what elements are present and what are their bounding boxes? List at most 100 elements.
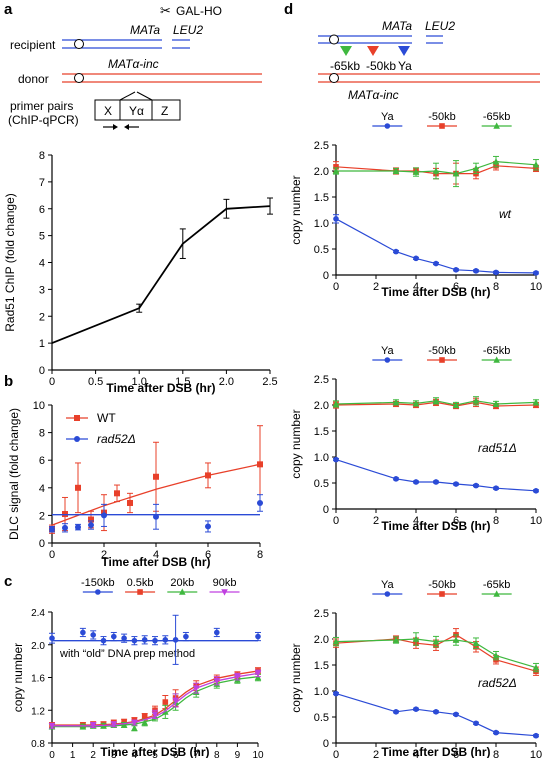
primer-label-1: primer pairs <box>10 99 73 113</box>
data-point-d1 <box>473 268 479 274</box>
legend-label-c: 0.5kb <box>127 577 154 589</box>
legend-label-d3: Ya <box>381 579 395 591</box>
marker-ya <box>398 46 410 56</box>
schematic-a: a recipient donor primer pairs (ChIP-qPC… <box>4 1 262 130</box>
centromere-recipient <box>74 39 84 49</box>
x-tick-label-a: 1.5 <box>175 376 190 388</box>
y-axis-label-d1: copy number <box>289 175 303 244</box>
legend-label-d3: -65kb <box>483 579 511 591</box>
primer-reverse-arrowhead <box>124 124 129 130</box>
x-tick-label-d2: 10 <box>530 515 542 527</box>
data-point-c <box>254 670 262 678</box>
legend-marker-c <box>178 588 186 595</box>
y-tick-label-b: 2 <box>39 510 45 522</box>
x-tick-label-b: 0 <box>49 549 55 561</box>
x-tick-label-c: 1 <box>70 750 76 758</box>
y-tick-label-a: 7 <box>39 177 45 189</box>
y-tick-label-d2: 2.5 <box>314 374 329 386</box>
x-tick-label-d1: 2 <box>373 281 379 293</box>
x-tick-label-d1: 4 <box>413 281 419 293</box>
pos-65kb-label: -65kb <box>330 59 360 73</box>
x-axis-label-b: Time after DSB (hr) <box>101 555 210 569</box>
y-tick-label-a: 1 <box>39 338 45 350</box>
data-point-b <box>205 472 211 479</box>
data-point-d2 <box>413 479 419 485</box>
primer-forward-arrowhead <box>113 124 118 130</box>
y-tick-label-d2: 0 <box>323 504 329 516</box>
y-tick-label-a: 2 <box>39 311 45 323</box>
data-point-d1 <box>333 164 339 170</box>
legend-marker-d3 <box>439 591 445 597</box>
y-axis-label-d3: copy number <box>289 643 303 712</box>
data-point-c <box>90 632 96 638</box>
data-point-d2 <box>433 479 439 485</box>
legend-marker-d1 <box>384 123 391 129</box>
data-point-d2 <box>393 476 399 482</box>
legend-marker-b <box>74 436 80 442</box>
x-tick-label-c: 2 <box>90 750 96 758</box>
y-tick-label-a: 3 <box>39 284 45 296</box>
data-point-d2 <box>392 398 400 406</box>
box-ya: Yα <box>129 104 144 118</box>
data-point-c <box>141 718 148 726</box>
data-point-d1 <box>492 158 500 165</box>
y-tick-label-d3: 1.0 <box>314 686 329 698</box>
x-tick-label-d1: 6 <box>453 281 459 293</box>
x-axis-label-a: Time after DSB (hr) <box>106 381 215 395</box>
data-point-d3 <box>392 636 400 643</box>
data-point-d2 <box>493 485 499 492</box>
x-tick-label-b: 6 <box>205 549 211 561</box>
marker-65kb <box>340 46 352 56</box>
fit-line-c <box>52 672 259 727</box>
legend-label-d1: Ya <box>381 111 395 123</box>
series-line-d2 <box>335 400 537 406</box>
y-tick-label-d1: 0 <box>323 270 329 282</box>
legend-marker-d3 <box>493 590 500 597</box>
locus-box <box>94 99 181 121</box>
centromere-recipient-d <box>329 34 339 45</box>
x-axis-label-d2: Time after DSB (hr) <box>381 519 490 533</box>
x-tick-label-d3: 4 <box>413 749 419 758</box>
data-point-c <box>141 714 148 720</box>
data-point-b <box>88 522 94 529</box>
data-point-c <box>111 633 117 640</box>
y-tick-label-d1: 2.0 <box>314 166 329 178</box>
pos-50kb-label: -50kb <box>366 59 396 73</box>
legend-label-d2: -50kb <box>428 345 456 357</box>
data-point-b <box>62 511 68 518</box>
panel-letter-b: b <box>4 373 13 390</box>
data-point-b <box>257 461 263 468</box>
y-tick-label-d3: 0.5 <box>314 712 329 724</box>
x-tick-label-c: 4 <box>132 750 138 758</box>
data-point-d3 <box>493 729 499 736</box>
x-tick-label-a: 2.0 <box>219 376 234 388</box>
y-tick-label-c: 2.4 <box>31 608 45 619</box>
x-tick-label-d3: 0 <box>333 749 339 758</box>
data-point-d2 <box>333 456 339 463</box>
data-point-d1 <box>332 167 340 174</box>
data-point-b <box>153 473 159 480</box>
x-tick-label-c: 6 <box>173 750 179 758</box>
x-tick-label-a: 1.0 <box>132 376 147 388</box>
marker-50kb <box>367 46 379 56</box>
x-tick-label-d2: 6 <box>453 515 459 527</box>
leu2-label: LEU2 <box>173 23 203 37</box>
x-tick-label-d3: 6 <box>453 749 459 758</box>
y-tick-label-d1: 1.0 <box>314 218 329 230</box>
x-tick-label-c: 7 <box>193 750 199 758</box>
x-tick-label-d2: 0 <box>333 515 339 527</box>
data-point-d3 <box>472 639 480 646</box>
data-point-d1 <box>393 248 399 255</box>
data-point-d1 <box>412 168 420 175</box>
y-tick-label-a: 4 <box>39 258 45 270</box>
legend-marker-b <box>74 415 80 421</box>
data-point-c <box>234 673 241 681</box>
data-point-d2 <box>532 398 540 406</box>
x-tick-label-d1: 0 <box>333 281 339 293</box>
x-tick-label-d2: 2 <box>373 515 379 527</box>
y-tick-label-d3: 2.0 <box>314 634 329 646</box>
y-tick-label-d1: 2.5 <box>314 140 329 152</box>
legend-marker-c <box>137 589 143 595</box>
y-axis-label-b: DLC signal (fold change) <box>7 408 21 540</box>
data-point-c <box>213 677 221 685</box>
